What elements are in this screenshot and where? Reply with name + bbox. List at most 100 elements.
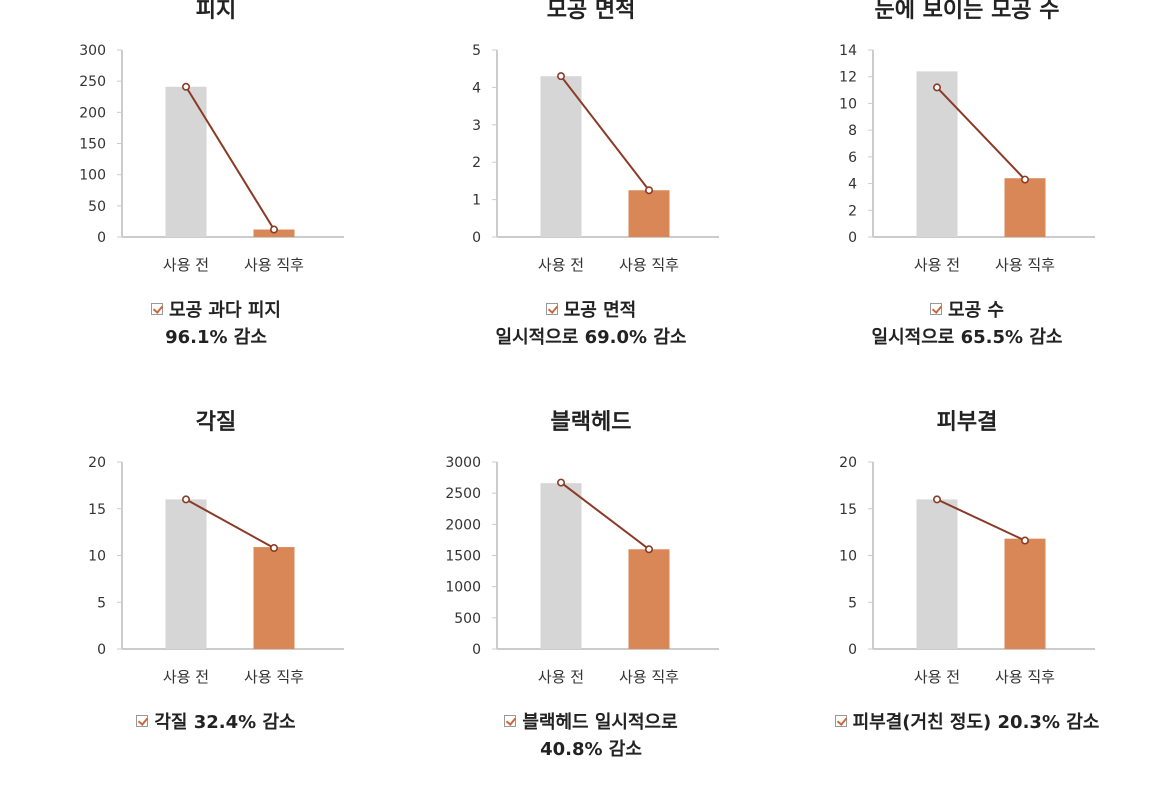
checkbox-icon — [151, 303, 163, 315]
checkbox-icon — [136, 715, 148, 727]
bar-after — [1005, 539, 1046, 649]
chart-title: 모공 면적 — [395, 0, 787, 28]
x-tick-label: 사용 직후 — [244, 256, 304, 274]
chart-title: 피지 — [20, 0, 412, 28]
y-tick-label: 15 — [839, 502, 857, 518]
chart-title: 각질 — [20, 406, 412, 440]
result-caption: 각질 32.4% 감소 — [20, 709, 412, 736]
x-tick-label: 사용 직후 — [619, 256, 679, 274]
chart-panel: 피부결 0 5 10 15 20 사용 전 사용 직후 피부결(거친 정도) 20.3% 감소 — [771, 412, 1163, 792]
caption-line: 96.1% 감소 — [20, 324, 412, 351]
y-tick-label: 8 — [848, 123, 857, 139]
y-tick-label: 3000 — [445, 455, 481, 471]
trend-point — [183, 84, 189, 90]
trend-point — [1022, 176, 1028, 182]
y-tick-label: 0 — [472, 642, 481, 658]
chart-panel: 눈에 보이는 모공 수 0 2 4 6 8 10 12 14 사용 전 사용 직후 모공 수 일시적으로… — [771, 0, 1163, 380]
x-tick-label: 사용 전 — [914, 668, 960, 686]
y-tick-label: 0 — [848, 642, 857, 658]
y-tick-label: 6 — [848, 150, 857, 166]
y-tick-label: 0 — [97, 642, 106, 658]
result-caption: 모공 과다 피지 96.1% 감소 — [20, 297, 412, 351]
result-caption: 피부결(거친 정도) 20.3% 감소 — [771, 709, 1163, 736]
y-tick-label: 10 — [839, 96, 857, 112]
checkbox-icon — [930, 303, 942, 315]
y-tick-label: 10 — [88, 549, 106, 565]
trend-point — [183, 496, 189, 502]
caption-text: 모공 수 — [948, 300, 1004, 321]
caption-text: 일시적으로 65.5% 감소 — [872, 327, 1063, 348]
caption-text: 일시적으로 69.0% 감소 — [496, 327, 687, 348]
chart-panel: 블랙헤드 0 500 1000 1500 2000 2500 3000 사용 전 사용 직후 블랙헤… — [395, 412, 787, 792]
y-tick-label: 15 — [88, 502, 106, 518]
chart-title: 피부결 — [771, 406, 1163, 440]
trend-point — [934, 496, 940, 502]
trend-point — [558, 73, 564, 79]
chart-svg: 0 5 10 15 20 사용 전 사용 직후 — [771, 442, 1163, 692]
y-tick-label: 1500 — [445, 549, 481, 565]
y-tick-label: 10 — [839, 549, 857, 565]
caption-text: 40.8% 감소 — [540, 739, 642, 760]
bar-before — [917, 71, 958, 237]
checkbox-icon — [504, 715, 516, 727]
y-tick-label: 300 — [79, 43, 106, 59]
y-tick-label: 3 — [472, 118, 481, 134]
trend-point — [271, 545, 277, 551]
trend-point — [646, 546, 652, 552]
y-tick-label: 50 — [88, 199, 106, 215]
y-tick-label: 14 — [839, 43, 857, 59]
y-tick-label: 1 — [472, 193, 481, 209]
x-tick-label: 사용 전 — [163, 256, 209, 274]
checkbox-icon — [835, 715, 847, 727]
chart-svg: 0 2 4 6 8 10 12 14 사용 전 사용 직후 — [771, 30, 1163, 280]
y-tick-label: 200 — [79, 105, 106, 121]
trend-point — [1022, 537, 1028, 543]
y-tick-label: 0 — [97, 230, 106, 246]
y-tick-label: 2000 — [445, 517, 481, 533]
y-tick-label: 500 — [454, 611, 481, 627]
chart-svg: 050010001500200025003000사용 전 사용 직후 — [395, 442, 787, 692]
y-tick-label: 1000 — [445, 580, 481, 596]
bar-before — [541, 76, 582, 237]
y-tick-label: 5 — [848, 595, 857, 611]
x-tick-label: 사용 전 — [538, 256, 584, 274]
caption-line: 피부결(거친 정도) 20.3% 감소 — [771, 709, 1163, 736]
bar-after — [629, 190, 670, 237]
caption-line: 블랙헤드 일시적으로 — [395, 709, 787, 736]
chart-title: 눈에 보이는 모공 수 — [771, 0, 1163, 28]
caption-text: 블랙헤드 일시적으로 — [522, 712, 677, 733]
x-tick-label: 사용 전 — [914, 256, 960, 274]
caption-line: 모공 수 — [771, 297, 1163, 324]
chart-panel: 각질 0 5 10 15 20 사용 전 사용 직후 각질 32.4% 감소 — [20, 412, 412, 792]
y-tick-label: 12 — [839, 70, 857, 86]
bar-before — [541, 483, 582, 649]
trend-point — [646, 187, 652, 193]
y-tick-label: 250 — [79, 74, 106, 90]
chart-title: 블랙헤드 — [395, 406, 787, 440]
x-tick-label: 사용 전 — [538, 668, 584, 686]
x-tick-label: 사용 전 — [163, 668, 209, 686]
caption-line: 모공 면적 — [395, 297, 787, 324]
y-tick-label: 20 — [88, 455, 106, 471]
caption-text: 각질 32.4% 감소 — [154, 712, 295, 733]
y-tick-label: 100 — [79, 168, 106, 184]
trend-point — [558, 479, 564, 485]
chart-svg: 0 5 10 15 20 사용 전 사용 직후 — [20, 442, 412, 692]
caption-line: 일시적으로 65.5% 감소 — [771, 324, 1163, 351]
bar-before — [917, 499, 958, 649]
caption-text: 피부결(거친 정도) 20.3% 감소 — [853, 712, 1100, 733]
y-tick-label: 0 — [472, 230, 481, 246]
bar-before — [166, 499, 207, 649]
checkbox-icon — [546, 303, 558, 315]
bar-after — [1005, 178, 1046, 237]
x-tick-label: 사용 직후 — [995, 256, 1055, 274]
y-tick-label: 4 — [472, 80, 481, 96]
chart-svg: 0 1 2 3 4 5 사용 전 사용 직후 — [395, 30, 787, 280]
chart-svg: 0 50 100 150 200 250 300 사용 전 사용 직후 — [20, 30, 412, 280]
result-caption: 블랙헤드 일시적으로 40.8% 감소 — [395, 709, 787, 763]
y-tick-label: 4 — [848, 177, 857, 193]
chart-panel: 피지 0 50 100 150 200 250 300 사용 전 사용 직후 모공 과다 피지 96.… — [20, 0, 412, 380]
y-tick-label: 20 — [839, 455, 857, 471]
caption-line: 모공 과다 피지 — [20, 297, 412, 324]
